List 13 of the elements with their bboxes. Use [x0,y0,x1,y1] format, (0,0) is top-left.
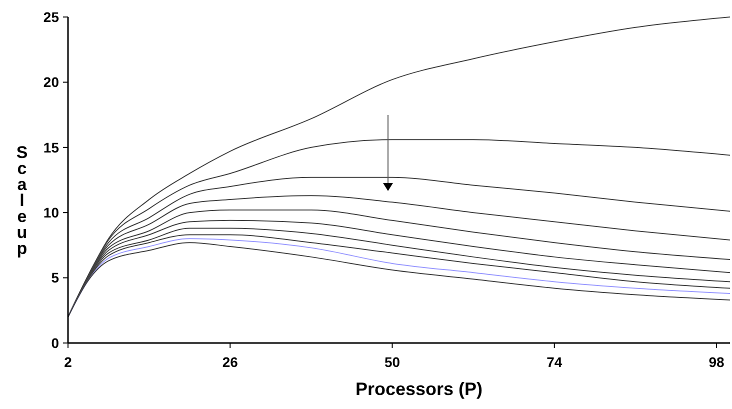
y-tick-label: 10 [43,204,60,220]
y-tick-label: 15 [43,139,60,156]
y-tick-label: 5 [51,270,60,286]
y-tick-label: 20 [43,74,60,90]
x-tick-label: 98 [708,354,724,370]
x-axis-title: Processors (P) [355,379,483,399]
x-tick-label: 74 [546,354,562,370]
y-tick-label: 0 [51,334,60,351]
y-tick-label: 25 [43,8,60,25]
x-tick-label: 50 [384,354,400,370]
x-tick-label: 2 [64,354,72,370]
x-tick-label: 26 [222,354,238,370]
y-axis-title: Scaleup [16,143,28,258]
